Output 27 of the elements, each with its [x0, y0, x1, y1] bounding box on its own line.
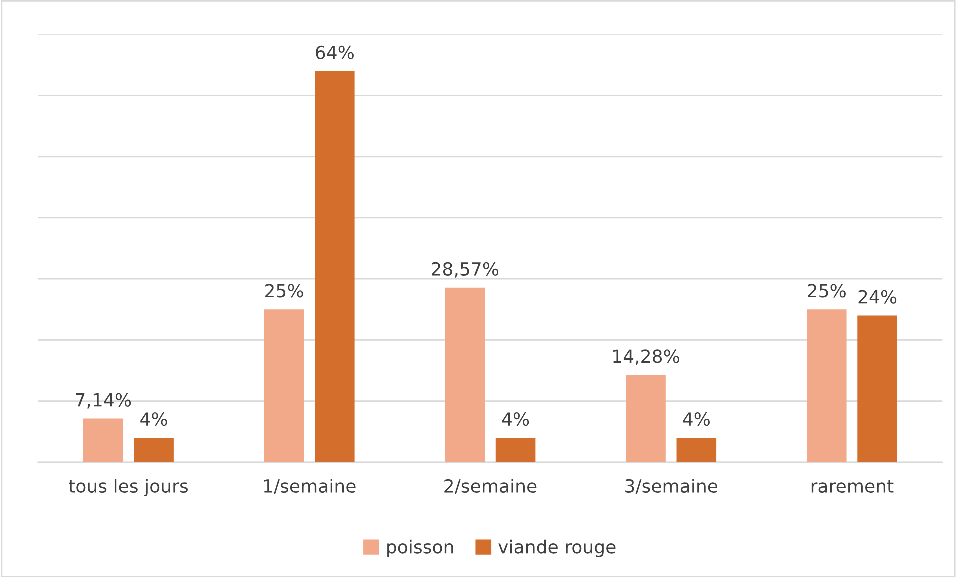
data-label: 4% [502, 412, 530, 426]
bar [315, 71, 355, 462]
data-label: 14,28% [614, 350, 680, 366]
legend-label: poisson [388, 540, 454, 558]
data-label: 7,14% [76, 393, 132, 409]
data-label: 25% [808, 284, 846, 298]
x-tick-label: rarement [812, 480, 894, 494]
data-label: 25% [266, 284, 304, 298]
bar [858, 316, 898, 462]
x-tick-label: 2/semaine [444, 479, 537, 494]
bar [626, 375, 666, 462]
data-label: 28,57% [432, 262, 499, 278]
legend-label: viande rouge [498, 540, 616, 558]
bar [264, 310, 304, 462]
bar [496, 438, 536, 462]
x-tick-label: 1/semaine [264, 479, 356, 494]
bar [676, 438, 717, 462]
x-tick-label: 3/semaine [626, 479, 718, 494]
bar [134, 438, 174, 462]
bar [84, 418, 124, 462]
data-label: 24% [858, 290, 897, 304]
x-tick-label: tous les jours [69, 479, 188, 497]
bar [445, 288, 486, 462]
bar [806, 310, 847, 462]
data-label: 4% [140, 412, 168, 426]
data-label: 64% [316, 46, 354, 60]
data-label: 4% [683, 412, 710, 426]
